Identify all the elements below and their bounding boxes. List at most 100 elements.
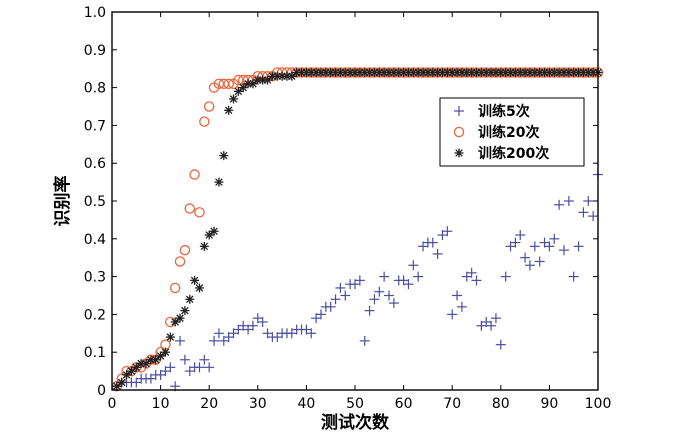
y-tick-label: 0.1 (84, 345, 106, 361)
data-point (203, 101, 215, 112)
data-point (165, 332, 175, 342)
legend-label: 训练5次 (478, 103, 530, 120)
data-point (214, 177, 224, 187)
x-tick-label: 30 (249, 396, 267, 412)
data-point (248, 79, 258, 89)
y-tick-label: 0.4 (84, 232, 106, 248)
data-point (588, 211, 599, 222)
plot-frame (111, 11, 599, 391)
data-point (194, 362, 205, 373)
data-point (185, 294, 195, 304)
y-tick-label: 0.6 (84, 156, 106, 172)
x-tick-label: 10 (152, 396, 170, 412)
data-point (287, 71, 297, 81)
data-point (170, 317, 180, 327)
legend-marker (454, 148, 464, 158)
data-point (194, 283, 204, 293)
data-point (442, 226, 453, 237)
data-point (529, 241, 540, 252)
data-point (369, 294, 380, 305)
data-point (175, 335, 186, 346)
data-point (122, 370, 132, 380)
data-point (179, 354, 190, 365)
data-point (257, 316, 268, 327)
legend-label: 训练200次 (478, 145, 549, 162)
y-tick-label: 0.3 (84, 270, 106, 286)
x-tick-label: 20 (200, 396, 218, 412)
x-tick-label: 80 (492, 396, 510, 412)
data-point (520, 252, 531, 263)
data-point (204, 230, 214, 240)
data-point (374, 286, 385, 297)
data-point (315, 309, 326, 320)
x-axis-label: 测试次数 (321, 412, 390, 433)
y-tick-label: 0.8 (84, 81, 106, 97)
data-point (554, 199, 565, 210)
data-point (408, 260, 419, 271)
data-point (190, 275, 200, 285)
data-point (209, 335, 220, 346)
data-point (335, 282, 346, 293)
data-point (233, 86, 243, 96)
data-point (151, 355, 161, 365)
data-point (189, 169, 200, 180)
data-point (175, 313, 185, 323)
data-point (456, 301, 467, 312)
data-point (224, 105, 234, 115)
data-point (126, 366, 136, 376)
legend-label: 训练20次 (478, 124, 539, 141)
data-point (209, 226, 219, 236)
data-point (403, 279, 414, 290)
data-point (204, 362, 215, 373)
data-point (199, 116, 210, 127)
data-point (466, 267, 477, 278)
y-tick-label: 1.0 (84, 5, 106, 21)
y-tick-label: 0.7 (84, 118, 106, 134)
x-tick-label: 0 (108, 396, 117, 412)
y-axis-label: 识别率 (52, 176, 73, 227)
data-point (471, 275, 482, 286)
series-3 (112, 67, 603, 391)
data-point (388, 298, 399, 309)
data-point (340, 290, 351, 301)
data-point (247, 320, 258, 331)
data-point (500, 271, 511, 282)
data-point (578, 207, 589, 218)
data-point (229, 94, 238, 104)
data-point (263, 75, 273, 85)
data-point (432, 248, 443, 259)
data-point (510, 237, 521, 248)
legend-marker (454, 106, 464, 116)
y-tick-label: 0.2 (84, 307, 106, 323)
data-point (544, 241, 555, 252)
data-point (495, 339, 506, 350)
data-point (330, 294, 341, 305)
data-point (306, 328, 317, 339)
data-point (199, 241, 209, 251)
data-point (180, 306, 190, 316)
data-point (364, 305, 375, 316)
y-tick-label: 0 (97, 383, 106, 399)
x-tick-label: 100 (585, 396, 612, 412)
data-point (160, 347, 170, 357)
data-point (524, 260, 535, 271)
data-point (413, 271, 424, 282)
data-point (174, 256, 186, 267)
x-tick-label: 90 (540, 396, 558, 412)
data-point (558, 245, 569, 256)
data-point (379, 271, 390, 282)
data-point (165, 362, 176, 373)
data-marks (111, 67, 604, 392)
x-tick-label: 70 (443, 396, 461, 412)
axis-ticks: 0 10 20 30 40 50 60 70 80 90 100 0 0.1 0.2 0.3 0.4 0.5 0.… (84, 5, 612, 412)
data-point (131, 362, 141, 372)
data-point (238, 83, 248, 93)
data-point (223, 78, 234, 90)
data-point (447, 309, 458, 320)
data-point (384, 290, 395, 301)
data-point (452, 290, 463, 301)
data-point (213, 328, 224, 339)
y-tick-label: 0.9 (84, 43, 106, 59)
